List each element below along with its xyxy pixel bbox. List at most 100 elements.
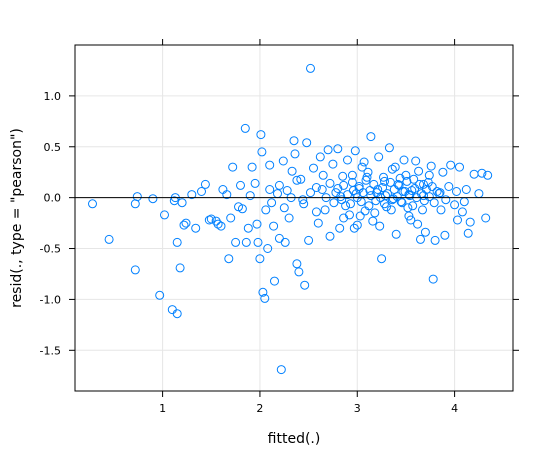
data-point: [320, 205, 330, 215]
data-point: [311, 207, 321, 217]
data-point: [104, 234, 114, 244]
data-point: [379, 172, 388, 182]
data-point: [237, 204, 247, 214]
data-point: [309, 163, 318, 173]
data-point: [226, 213, 236, 223]
data-point: [261, 205, 271, 215]
data-point: [278, 156, 288, 166]
data-point: [378, 183, 388, 192]
data-point: [329, 198, 339, 208]
data-point: [406, 215, 416, 225]
data-point: [477, 168, 487, 178]
data-point: [397, 198, 407, 208]
data-point: [236, 180, 245, 190]
data-point: [395, 173, 405, 183]
data-point: [366, 132, 376, 142]
data-point: [292, 175, 302, 185]
data-point: [315, 152, 325, 162]
data-point: [216, 221, 226, 231]
y-tick-label: -0.5: [40, 243, 61, 256]
data-point: [263, 244, 273, 253]
data-point: [440, 230, 450, 240]
data-point: [311, 183, 321, 192]
data-point: [428, 274, 438, 284]
data-point: [399, 155, 409, 165]
data-point: [424, 192, 434, 202]
data-point: [414, 166, 424, 176]
data-point: [245, 191, 255, 201]
data-point: [265, 185, 275, 194]
data-point: [369, 179, 379, 189]
data-point: [211, 216, 221, 226]
data-point: [306, 188, 315, 198]
data-point: [270, 276, 279, 286]
data-point: [452, 187, 461, 196]
data-point: [247, 162, 257, 172]
data-point: [423, 177, 433, 187]
data-point: [446, 160, 456, 170]
data-point: [267, 198, 277, 208]
data-point: [172, 309, 182, 319]
data-point: [411, 156, 421, 166]
data-point: [160, 210, 169, 220]
data-point: [273, 189, 282, 199]
data-point: [349, 223, 359, 233]
data-point: [386, 205, 396, 215]
data-point: [474, 189, 484, 199]
data-point: [365, 186, 375, 195]
y-tick-label: 0.0: [44, 192, 62, 205]
data-point: [206, 214, 216, 224]
data-point: [391, 229, 401, 239]
data-point: [398, 187, 408, 196]
y-axis-title: resid(., type = "pearson"): [9, 128, 25, 308]
data-point: [370, 208, 380, 218]
data-point: [384, 143, 394, 153]
data-point: [346, 199, 355, 209]
data-point: [148, 194, 158, 204]
data-point: [343, 190, 352, 200]
data-point: [243, 223, 253, 233]
data-point: [177, 198, 187, 208]
data-point: [419, 179, 428, 189]
data-point: [388, 194, 398, 204]
data-point: [380, 176, 389, 186]
data-point: [279, 203, 289, 213]
data-point: [204, 215, 214, 225]
data-point: [341, 201, 351, 211]
data-point: [413, 219, 423, 229]
data-point: [317, 185, 327, 194]
data-point: [325, 178, 335, 188]
data-point: [88, 199, 97, 209]
data-point: [218, 185, 228, 194]
data-point: [416, 234, 425, 244]
data-point: [430, 235, 440, 245]
data-point: [224, 254, 234, 264]
data-point: [357, 162, 367, 172]
data-point: [459, 197, 469, 207]
data-point: [363, 167, 373, 177]
data-point: [387, 164, 397, 174]
data-point: [287, 166, 297, 176]
data-point: [461, 185, 471, 194]
data-point: [240, 123, 250, 133]
data-point: [284, 213, 294, 223]
data-point: [444, 182, 454, 191]
data-point: [325, 231, 335, 241]
points-layer: [88, 63, 493, 375]
data-point: [328, 159, 338, 169]
data-point: [257, 147, 267, 157]
data-point: [374, 152, 384, 162]
data-point: [274, 233, 284, 243]
data-point: [175, 263, 185, 273]
data-point: [276, 365, 286, 375]
data-point: [181, 218, 191, 228]
data-point: [415, 179, 425, 189]
x-axis-title: fitted(.): [268, 431, 321, 447]
data-point: [255, 254, 265, 264]
data-point: [292, 259, 302, 269]
data-point: [323, 145, 333, 155]
data-point: [130, 265, 140, 275]
x-tick-label: 1: [159, 402, 166, 415]
data-point: [333, 144, 343, 154]
data-point: [361, 175, 371, 185]
